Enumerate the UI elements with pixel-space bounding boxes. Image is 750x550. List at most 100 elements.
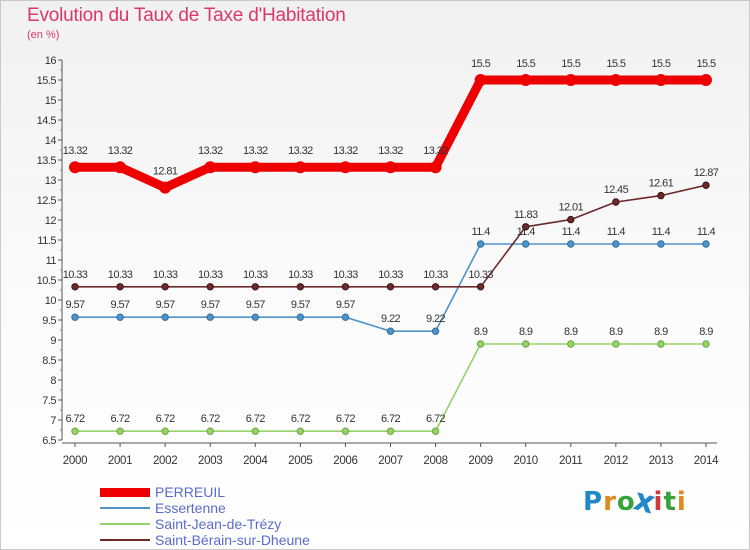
data-label: 13.32 — [423, 145, 448, 157]
data-labels: 13.32 13.32 12.81 13.32 13.32 13.32 13.32 13.32… — [63, 58, 720, 425]
y-tick-label: 6.5 — [42, 435, 56, 447]
data-label: 13.32 — [288, 145, 313, 157]
y-tick-label: 10.5 — [37, 275, 57, 287]
data-point — [476, 240, 485, 248]
data-point — [71, 427, 79, 435]
data-label: 8.9 — [699, 326, 713, 338]
x-tick-label: 2003 — [198, 455, 222, 467]
y-tick-label: 7 — [50, 415, 56, 427]
chart-unit: (en %) — [27, 29, 60, 41]
data-label: 15.5 — [696, 58, 715, 70]
data-point — [657, 340, 665, 348]
data-point — [612, 198, 620, 206]
y-tick-label: 11 — [46, 255, 57, 267]
data-point — [386, 283, 395, 291]
data-label: 10.33 — [63, 269, 88, 281]
data-point — [609, 74, 622, 86]
data-label: 10.33 — [108, 269, 133, 281]
x-tick-label: 2005 — [288, 455, 312, 467]
x-tick-label: 2009 — [468, 455, 492, 467]
data-label: 10.33 — [153, 269, 178, 281]
data-point — [431, 427, 440, 435]
data-point — [161, 313, 169, 321]
x-tick-label: 2006 — [333, 455, 357, 467]
x-tick-label: 2012 — [604, 455, 628, 467]
data-point — [702, 340, 710, 348]
logo-letter: i — [676, 487, 687, 517]
data-label: 8.9 — [609, 326, 623, 338]
data-label: 8.9 — [654, 326, 668, 338]
data-label: 12.45 — [604, 184, 629, 196]
data-point — [474, 74, 487, 86]
data-point — [431, 327, 440, 335]
data-point — [567, 215, 575, 224]
data-point — [657, 191, 665, 200]
data-label: 11.4 — [652, 226, 671, 238]
data-point — [71, 283, 79, 291]
data-label: 9.22 — [381, 313, 400, 325]
data-label: 11.4 — [562, 226, 581, 238]
data-label: 10.33 — [333, 269, 358, 281]
y-tick-label: 15 — [45, 95, 57, 107]
data-point — [251, 313, 259, 321]
data-label: 13.32 — [333, 145, 358, 157]
x-tick-label: 2002 — [153, 455, 177, 467]
data-label: 10.33 — [423, 269, 448, 281]
data-point — [339, 161, 352, 174]
logo-letter: r — [603, 487, 617, 517]
data-label: 11.4 — [517, 226, 536, 238]
logo-letter: P — [583, 487, 604, 517]
data-label: 12.87 — [694, 167, 719, 179]
x-tick-label: 2004 — [243, 455, 268, 467]
data-label: 8.9 — [519, 326, 533, 338]
data-label: 12.01 — [559, 202, 584, 214]
proxiti-logo: Proxiti — [583, 482, 687, 522]
data-point — [116, 427, 124, 435]
data-label: 15.5 — [606, 58, 625, 70]
legend-swatch — [100, 539, 150, 541]
data-point — [657, 240, 665, 248]
data-label: 12.81 — [153, 166, 178, 178]
data-label: 11.83 — [514, 209, 538, 221]
legend-swatch — [100, 507, 150, 509]
data-label: 10.33 — [243, 269, 268, 281]
data-point — [519, 74, 532, 86]
data-point — [431, 283, 440, 291]
x-tick-label: 2008 — [423, 455, 447, 467]
line-chart: 6.5 7 7.5 8 8.5 9 9.5 10 10.5 11 11.5 12 12.5 13 13.5 1… — [37, 55, 720, 467]
data-label: 15.5 — [471, 58, 490, 70]
data-point — [71, 313, 79, 321]
data-label: 6.72 — [201, 413, 220, 425]
data-point — [206, 427, 214, 435]
data-point — [341, 427, 350, 435]
series-lines — [69, 74, 712, 435]
data-point — [476, 340, 485, 348]
data-point — [206, 313, 214, 321]
data-point — [114, 161, 127, 174]
data-label: 6.72 — [336, 413, 355, 425]
data-label: 6.72 — [291, 413, 310, 425]
data-point — [386, 427, 395, 435]
data-point — [294, 161, 307, 174]
y-tick-label: 9.5 — [42, 315, 56, 327]
data-label: 6.72 — [381, 413, 400, 425]
data-label: 13.32 — [108, 145, 133, 157]
data-label: 9.57 — [156, 299, 175, 311]
data-label: 10.33 — [288, 269, 313, 281]
x-tick-label: 2000 — [63, 455, 87, 467]
data-point — [429, 161, 442, 174]
data-point — [161, 283, 169, 291]
data-point — [69, 161, 81, 174]
data-label: 12.61 — [649, 178, 674, 190]
data-point — [702, 240, 710, 248]
data-point — [522, 240, 530, 248]
y-tick-label: 10 — [45, 295, 57, 307]
data-label: 13.32 — [243, 145, 268, 157]
x-tick-label: 2013 — [649, 455, 673, 467]
data-point — [116, 283, 124, 291]
data-label: 13.32 — [63, 145, 88, 157]
x-tick-label: 2014 — [694, 455, 719, 467]
y-tick-label: 11.5 — [37, 235, 56, 247]
y-tick-label: 12 — [45, 215, 57, 227]
data-label: 10.33 — [198, 269, 223, 281]
